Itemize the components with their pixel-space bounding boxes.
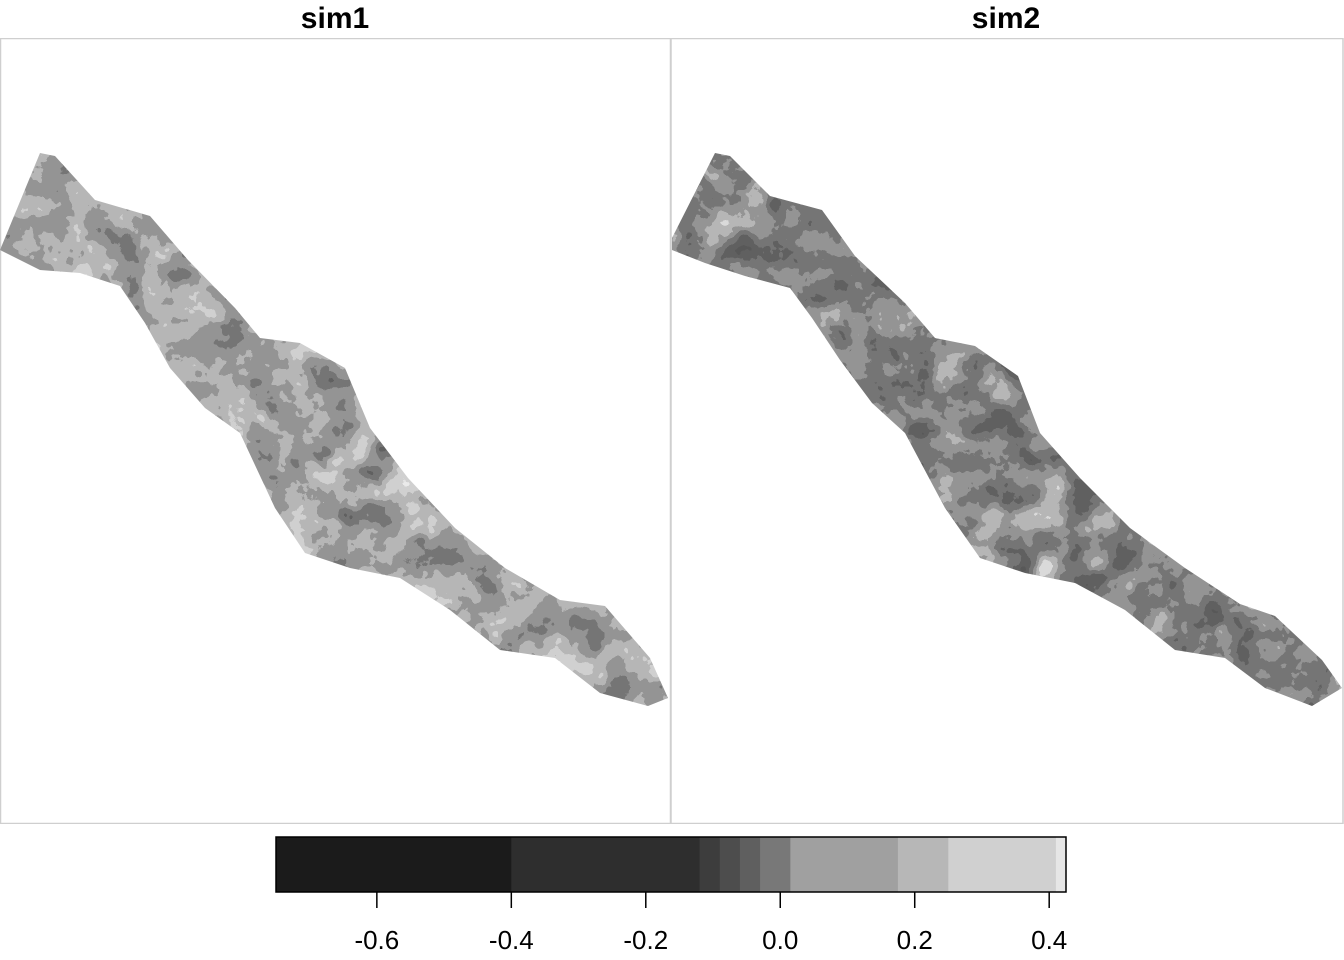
legend-bin-4 [739, 837, 761, 892]
panel-title-sim2: sim2 [971, 2, 1041, 35]
legend-bin-2 [699, 837, 721, 892]
panel-title-sim1: sim1 [300, 2, 370, 35]
legend-tick-label-0: -0.6 [354, 925, 400, 955]
legend-bin-9 [1055, 837, 1067, 892]
panel-sim1 [0, 38, 672, 824]
legend-tick-label-4: 0.2 [896, 925, 933, 955]
legend-bin-6 [790, 837, 899, 892]
legend-tick-label-2: -0.2 [623, 925, 669, 955]
legend-tick-label-5: 0.4 [1031, 925, 1068, 955]
legend-bin-8 [948, 837, 1057, 892]
legend-bin-7 [897, 837, 949, 892]
legend-frame [275, 836, 1067, 893]
legend-bin-3 [719, 837, 741, 892]
legend-tick-label-1: -0.4 [488, 925, 534, 955]
panel-sim2 [670, 38, 1344, 824]
legend-bin-1 [511, 837, 701, 892]
legend-bin-5 [760, 837, 791, 892]
legend-tick-label-3: 0.0 [762, 925, 799, 955]
map-panels [0, 38, 1344, 824]
legend-bin-0 [276, 837, 512, 892]
